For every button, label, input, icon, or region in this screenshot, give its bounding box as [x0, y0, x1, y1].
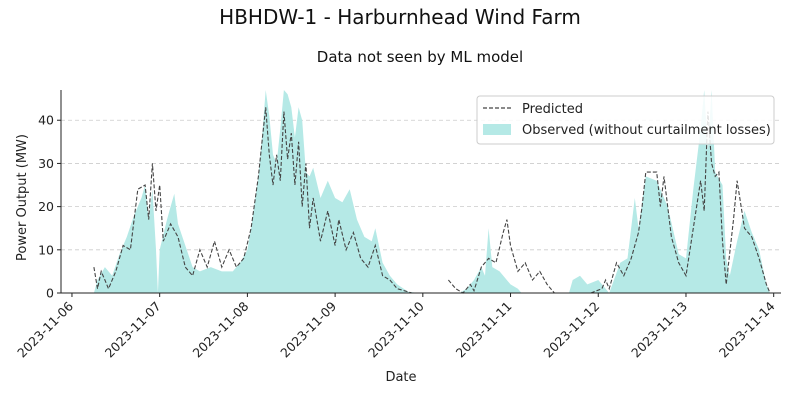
y-tick-label-20: 20: [38, 199, 54, 214]
predicted-line-layer: [93, 107, 771, 294]
observed-area: [93, 90, 770, 293]
x-tick-label-2023-11-12: 2023-11-12: [540, 299, 602, 361]
x-tick-label-2023-11-14: 2023-11-14: [716, 298, 778, 360]
legend: Predicted Observed (without curtailment l…: [476, 95, 775, 145]
legend-box: [476, 95, 775, 145]
x-tick-label-2023-11-10: 2023-11-10: [365, 298, 427, 360]
predicted-line-segment-1: [93, 107, 413, 294]
y-tick-label-40: 40: [38, 113, 54, 128]
legend-observed-swatch: [483, 124, 511, 135]
x-tick-label-2023-11-08: 2023-11-08: [190, 298, 252, 360]
y-tick-label-10: 10: [38, 242, 54, 257]
x-axis-label: Date: [385, 370, 416, 385]
y-tick-label-0: 0: [46, 286, 54, 301]
observed-area-layer: [93, 90, 770, 293]
x-tick-label-2023-11-11: 2023-11-11: [453, 299, 515, 361]
chart-title: HBHDW-1 - Harburnhead Wind Farm: [219, 5, 581, 29]
chart-subtitle: Data not seen by ML model: [316, 48, 524, 66]
predicted-line-segment-2: [447, 219, 555, 294]
legend-observed-label: Observed (without curtailment losses): [522, 123, 771, 138]
x-tick-label-2023-11-06: 2023-11-06: [14, 298, 76, 360]
y-tick-label-30: 30: [38, 156, 54, 171]
x-tick-label-2023-11-09: 2023-11-09: [277, 298, 339, 360]
legend-predicted-label: Predicted: [522, 102, 583, 117]
x-tick-label-2023-11-07: 2023-11-07: [102, 299, 164, 361]
y-axis-label: Power Output (MW): [15, 134, 30, 261]
x-tick-label-2023-11-13: 2023-11-13: [628, 299, 690, 361]
predicted-line-segment-3: [590, 111, 771, 294]
